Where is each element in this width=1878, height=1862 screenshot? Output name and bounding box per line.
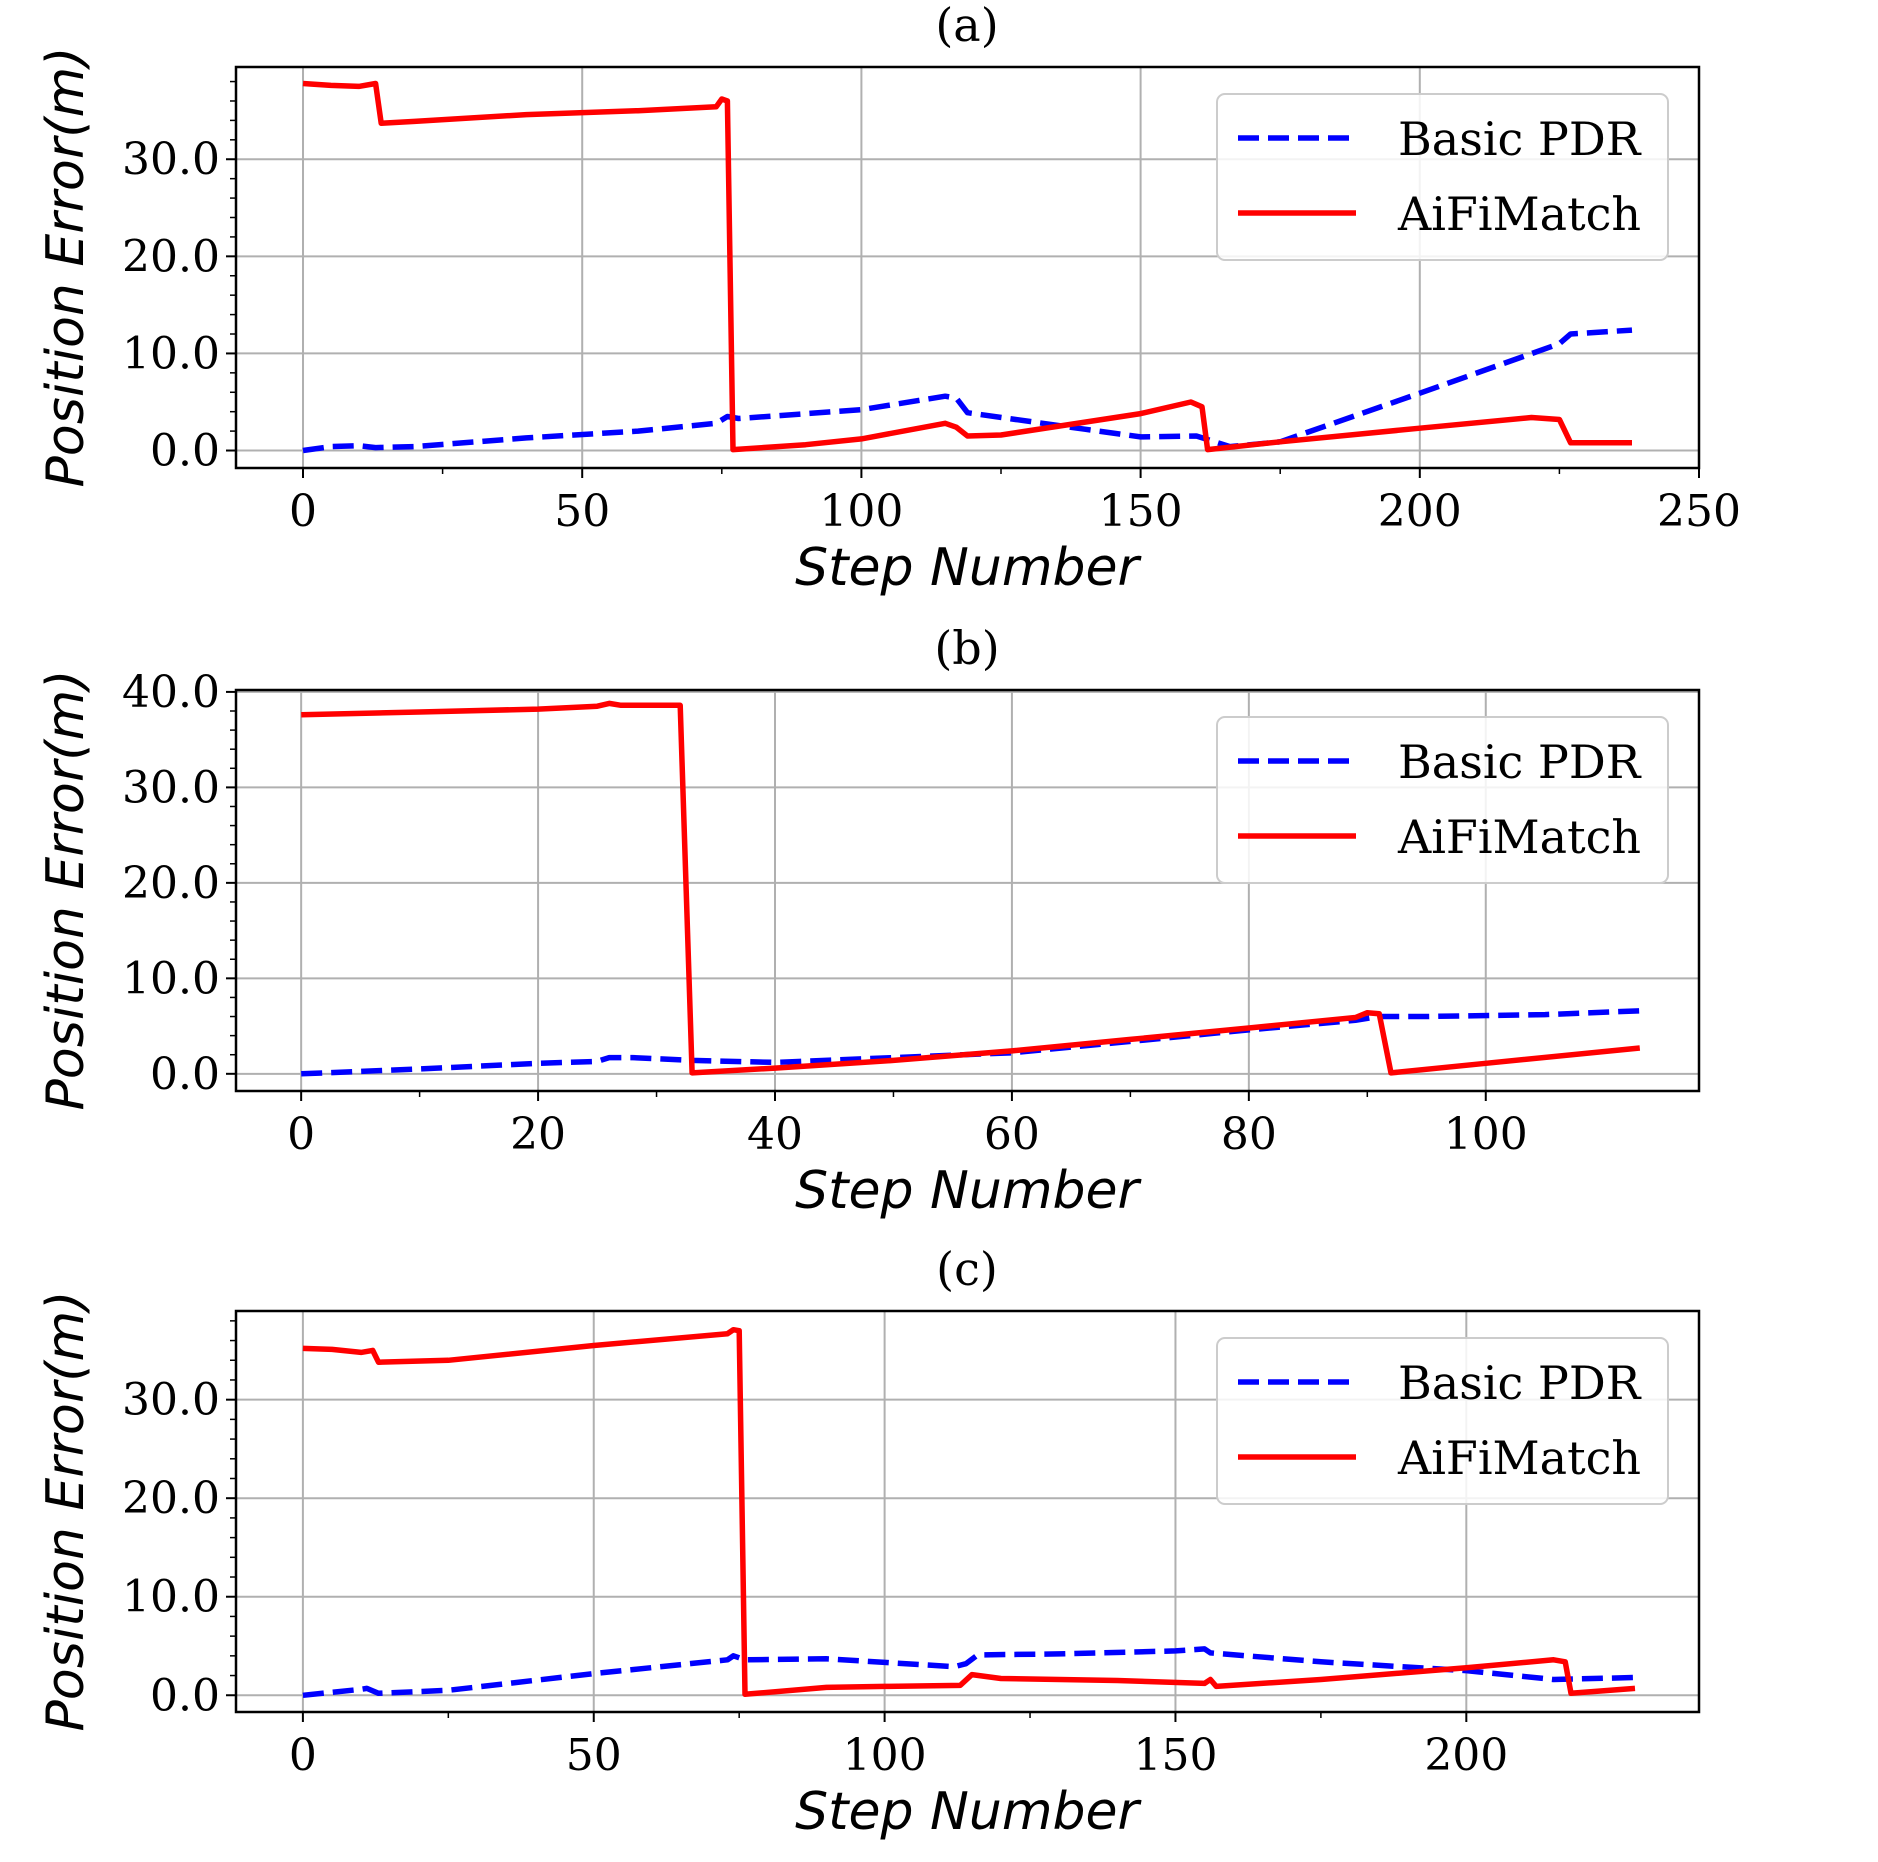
x-tick-label: 100 [843, 1730, 927, 1781]
x-axis-label: Step Number [795, 1782, 1142, 1842]
x-tick-label: 60 [984, 1109, 1040, 1160]
plot-lines [301, 700, 1641, 1077]
series-line-aifimatch [301, 700, 1641, 1076]
y-tick-label: 10.0 [122, 328, 220, 379]
series-line-aifimatch [302, 1326, 1636, 1698]
y-tick-label: 10.0 [122, 953, 220, 1004]
legend-label-basic-pdr: Basic PDR [1398, 112, 1642, 166]
x-axis-label: Step Number [795, 1161, 1142, 1221]
legend: Basic PDR AiFiMatch [1216, 93, 1669, 261]
series-line-basic-pdr [302, 327, 1633, 454]
plot-lines [302, 1326, 1636, 1699]
x-tick-label: 250 [1657, 486, 1741, 537]
chart-title: (c) [936, 1242, 998, 1296]
x-tick-label: 50 [554, 486, 610, 537]
x-tick-label: 200 [1424, 1730, 1508, 1781]
legend-label-aifimatch: AiFiMatch [1397, 1431, 1641, 1485]
series-line-aifimatch [302, 80, 1632, 453]
plot-lines [302, 80, 1633, 454]
chart-panel-a: (a) 0 50 100 150 200 250 0.0 10.0 20.0 30.0 Step … [36, 0, 1741, 598]
y-tick-label: 30.0 [122, 1375, 220, 1426]
y-tick-label: 0.0 [150, 426, 220, 477]
chart-title: (b) [934, 621, 999, 675]
legend-label-aifimatch: AiFiMatch [1397, 810, 1641, 864]
axes: 0 50 100 150 200 0.0 10.0 20.0 30.0 [122, 1320, 1508, 1781]
legend: Basic PDR AiFiMatch [1216, 716, 1669, 884]
y-axis-label: Position Error(m) [36, 47, 96, 488]
x-tick-label: 0 [289, 1730, 317, 1781]
x-tick-label: 100 [1444, 1109, 1528, 1160]
legend-label-basic-pdr: Basic PDR [1398, 1356, 1642, 1410]
x-tick-label: 0 [287, 1109, 315, 1160]
chart-panel-c: (c) 0 50 100 150 200 0.0 10.0 20.0 30.0 Step Num… [36, 1242, 1701, 1842]
legend: Basic PDR AiFiMatch [1216, 1337, 1669, 1505]
plot-frame [234, 688, 1701, 1093]
y-tick-label: 40.0 [122, 667, 220, 718]
y-tick-label: 10.0 [122, 1572, 220, 1623]
y-tick-label: 30.0 [122, 762, 220, 813]
legend-label-aifimatch: AiFiMatch [1397, 187, 1641, 241]
chart-title: (a) [935, 0, 998, 52]
x-tick-label: 150 [1133, 1730, 1217, 1781]
x-tick-label: 20 [510, 1109, 566, 1160]
y-tick-label: 20.0 [122, 231, 220, 282]
axes: 0 50 100 150 200 250 0.0 10.0 20.0 30.0 [122, 80, 1741, 537]
y-tick-label: 0.0 [150, 1049, 220, 1100]
x-axis-label: Step Number [795, 538, 1142, 598]
series-line-basic-pdr [301, 1008, 1640, 1077]
x-tick-label: 40 [747, 1109, 803, 1160]
y-tick-label: 30.0 [122, 134, 220, 185]
x-tick-label: 0 [289, 486, 317, 537]
x-tick-label: 100 [819, 486, 903, 537]
series-line-basic-pdr [302, 1646, 1636, 1699]
chart-panel-b: (b) 0 20 40 60 80 100 0.0 10.0 20.0 30.0 40.0 Step… [36, 621, 1701, 1221]
y-tick-label: 0.0 [150, 1670, 220, 1721]
legend-label-basic-pdr: Basic PDR [1398, 735, 1642, 789]
y-tick-label: 20.0 [122, 1473, 220, 1524]
y-axis-label: Position Error(m) [36, 670, 96, 1111]
x-tick-label: 50 [566, 1730, 622, 1781]
x-tick-label: 200 [1378, 486, 1462, 537]
y-axis-label: Position Error(m) [36, 1291, 96, 1732]
plot-frame [234, 1309, 1701, 1714]
plot-frame [234, 65, 1701, 470]
axes: 0 20 40 60 80 100 0.0 10.0 20.0 30.0 40.0 [122, 667, 1528, 1160]
x-tick-label: 150 [1099, 486, 1183, 537]
x-tick-label: 80 [1221, 1109, 1277, 1160]
y-tick-label: 20.0 [122, 858, 220, 909]
